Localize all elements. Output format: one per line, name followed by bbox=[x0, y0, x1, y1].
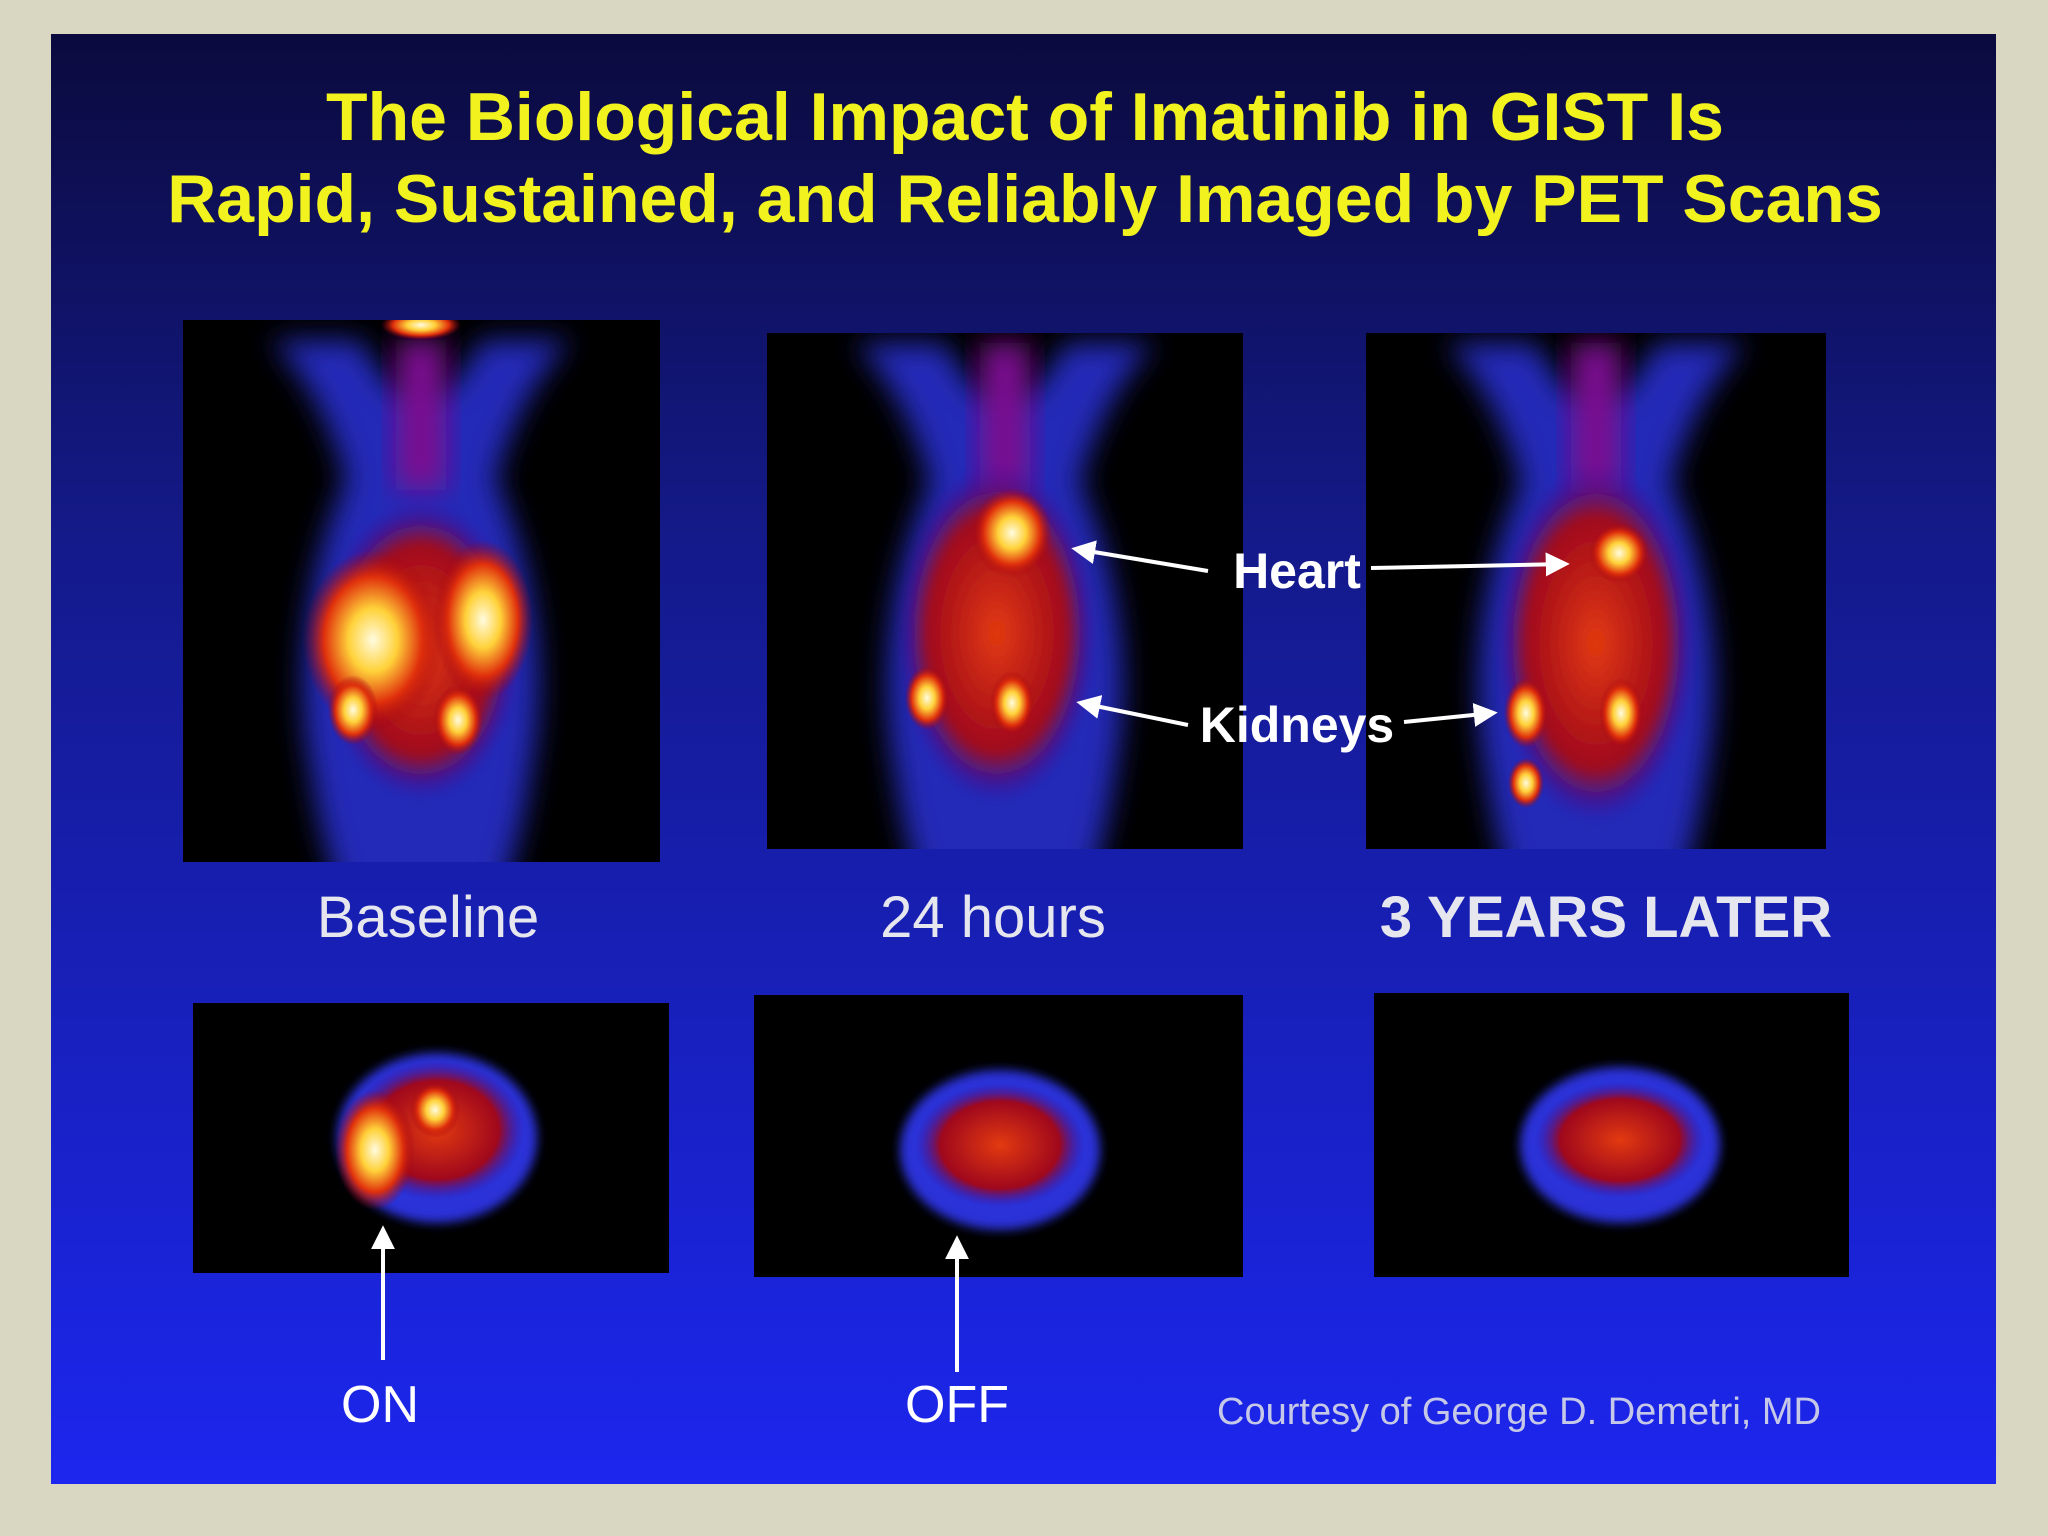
arrow bbox=[1370, 552, 1570, 577]
title-line: Rapid, Sustained, and Reliably Imaged by… bbox=[167, 161, 1883, 237]
credit: Courtesy of George D. Demetri, MD bbox=[1217, 1391, 1821, 1433]
title-line: The Biological Impact of Imatinib in GIS… bbox=[326, 79, 1724, 155]
panel-label: 3 YEARS LATER bbox=[1380, 885, 1832, 950]
axial-baseline bbox=[193, 1003, 669, 1273]
scan-24h bbox=[767, 333, 1243, 849]
annotation: Kidneys bbox=[1200, 697, 1395, 753]
marker-label: OFF bbox=[905, 1376, 1009, 1434]
panel-label: Baseline bbox=[317, 885, 539, 950]
scan-3y bbox=[1366, 333, 1826, 849]
marker-label: ON bbox=[341, 1376, 419, 1434]
axial-3y bbox=[1374, 993, 1849, 1277]
annotation: Heart bbox=[1233, 543, 1361, 599]
panel-label: 24 hours bbox=[880, 885, 1106, 950]
axial-24h bbox=[754, 995, 1243, 1277]
scan-baseline bbox=[183, 320, 660, 862]
arrow bbox=[1076, 695, 1189, 727]
arrow bbox=[1071, 540, 1209, 573]
arrow bbox=[1403, 702, 1498, 727]
